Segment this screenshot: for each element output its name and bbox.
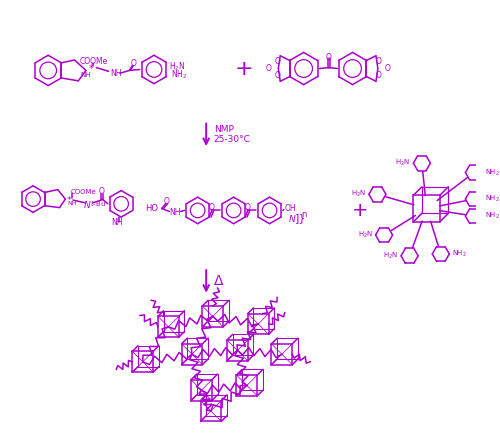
Text: O: O xyxy=(384,64,390,73)
Text: H$_2$N: H$_2$N xyxy=(396,158,410,168)
Text: O: O xyxy=(376,71,382,80)
Text: NH: NH xyxy=(112,218,123,227)
Text: O: O xyxy=(164,198,170,206)
Text: O: O xyxy=(274,57,280,66)
Text: O: O xyxy=(274,71,280,80)
Text: NH$_2$: NH$_2$ xyxy=(171,68,187,81)
Text: *: * xyxy=(89,64,94,74)
Text: $\it{N}$: $\it{N}$ xyxy=(83,199,92,210)
Text: NH$_2$: NH$_2$ xyxy=(452,249,467,259)
Text: $t$-Bu: $t$-Bu xyxy=(90,198,106,208)
Text: H$_2$N: H$_2$N xyxy=(383,251,398,261)
Text: H$_2$N: H$_2$N xyxy=(358,230,372,240)
Text: O: O xyxy=(98,187,104,196)
Text: O: O xyxy=(376,57,382,66)
Text: COOMe: COOMe xyxy=(80,58,108,66)
Text: OH: OH xyxy=(284,204,296,213)
Text: NH: NH xyxy=(80,72,90,78)
Text: n: n xyxy=(302,210,307,219)
Text: O: O xyxy=(266,64,272,73)
Text: O: O xyxy=(209,203,215,212)
Text: H$_2$N: H$_2$N xyxy=(169,61,186,73)
Text: COOMe: COOMe xyxy=(71,190,97,195)
Text: NH: NH xyxy=(110,69,122,78)
Text: H$_2$N: H$_2$N xyxy=(351,189,366,199)
Text: +: + xyxy=(352,201,368,220)
Text: NH$_2$: NH$_2$ xyxy=(486,167,500,178)
Text: $\it{N}$: $\it{N}$ xyxy=(288,212,297,224)
Text: O: O xyxy=(130,59,136,68)
Text: O: O xyxy=(245,203,251,212)
Text: *: * xyxy=(67,195,71,204)
Text: NH: NH xyxy=(67,201,76,206)
Text: Δ: Δ xyxy=(214,274,224,288)
Text: NH$_2$: NH$_2$ xyxy=(486,194,500,204)
Text: O: O xyxy=(326,53,332,61)
Text: ]}: ]} xyxy=(295,213,306,223)
Text: NH$_2$: NH$_2$ xyxy=(486,211,500,221)
Text: NH: NH xyxy=(169,208,180,217)
Text: NMP
25-30°C: NMP 25-30°C xyxy=(214,125,250,144)
Text: HO: HO xyxy=(145,204,158,213)
Text: +: + xyxy=(234,58,254,78)
